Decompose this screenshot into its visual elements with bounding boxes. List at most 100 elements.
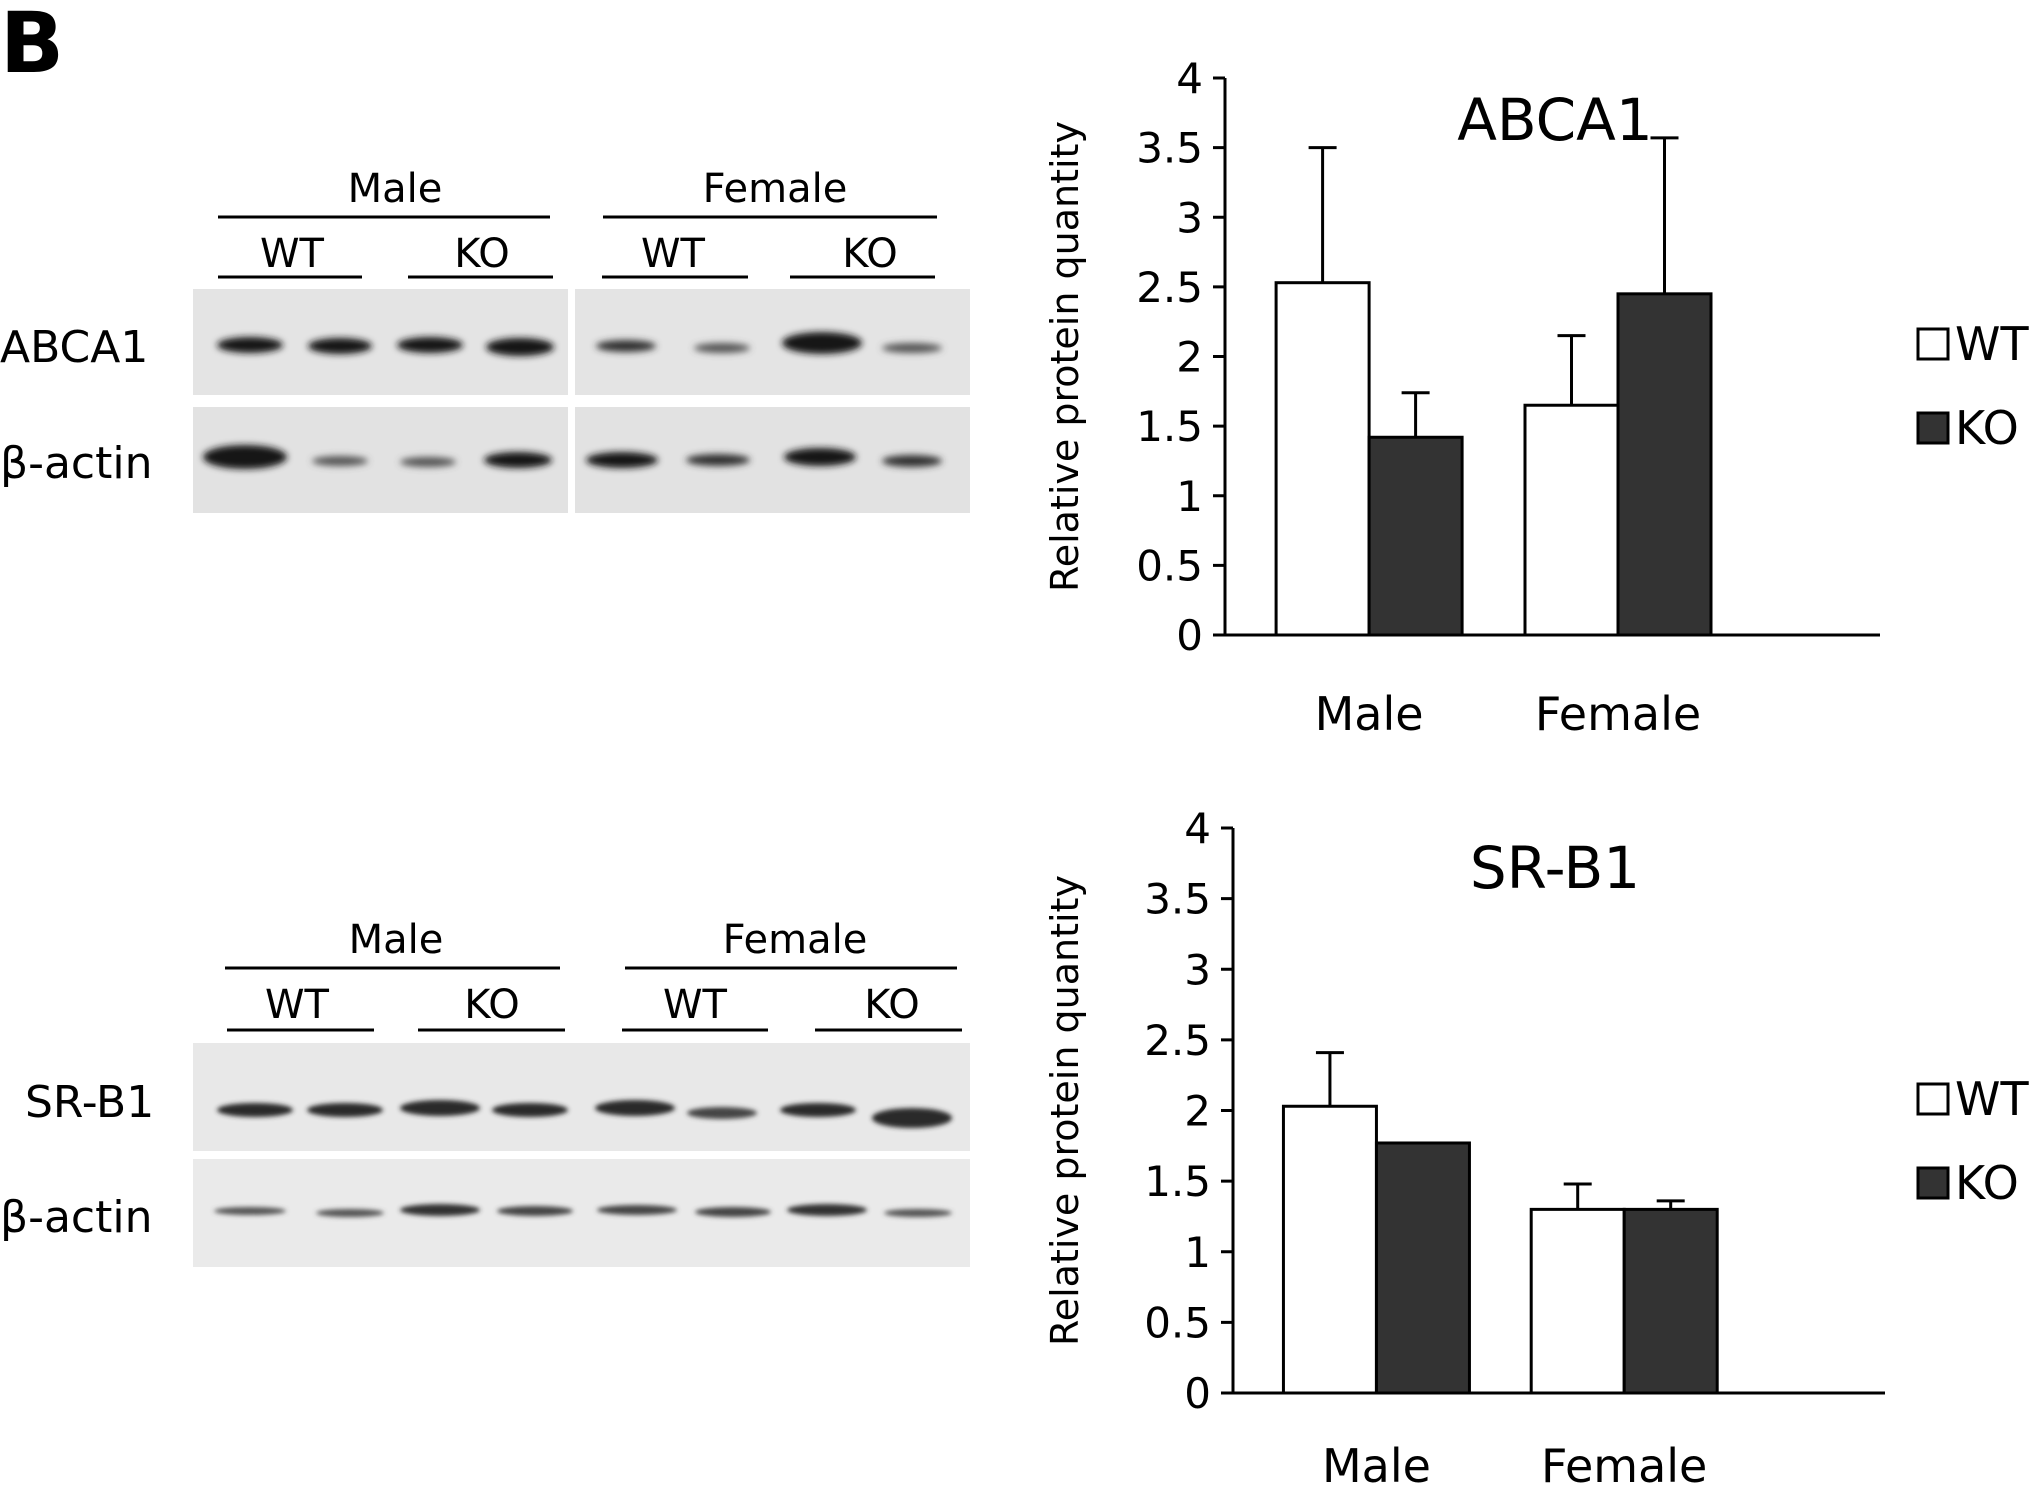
blot2-row-label-srb1: SR-B1 bbox=[25, 1077, 154, 1128]
y-tick-label: 1 bbox=[1184, 1228, 1211, 1277]
y-tick-label: 3.5 bbox=[1136, 124, 1203, 173]
band bbox=[214, 1207, 286, 1215]
y-tick-label: 2 bbox=[1176, 333, 1203, 382]
blot1-group-female: Female bbox=[703, 166, 848, 212]
blot1-abca1-bands bbox=[217, 332, 942, 356]
blot-abca1: Male Female WT KO WT KO ABCA1 β-actin bbox=[0, 166, 970, 513]
band bbox=[784, 448, 856, 466]
x-category-label: Female bbox=[1541, 1439, 1707, 1489]
y-tick-label: 4 bbox=[1176, 54, 1203, 103]
y-tick-label: 3 bbox=[1184, 945, 1211, 994]
y-tick-label: 2.5 bbox=[1136, 263, 1203, 312]
chart-title: SR-B1 bbox=[1470, 834, 1640, 902]
legend-swatch-ko bbox=[1916, 1166, 1950, 1200]
bar-wt-male bbox=[1274, 281, 1371, 637]
chart-abca1: ABCA1 Relative protein quantity 0 0.5 1 1.5 2 2… bbox=[1043, 54, 2029, 741]
band bbox=[397, 337, 463, 353]
bar-wt-male bbox=[1281, 1104, 1378, 1395]
blot2-genotype-female-wt: WT bbox=[663, 982, 728, 1028]
blot1-genotype-male-ko: KO bbox=[454, 231, 510, 277]
band bbox=[686, 454, 750, 466]
legend-swatch-ko bbox=[1916, 411, 1950, 445]
band bbox=[884, 1209, 952, 1217]
band bbox=[782, 332, 862, 354]
y-tick-label: 2 bbox=[1184, 1087, 1211, 1136]
y-tick-label: 3.5 bbox=[1144, 875, 1211, 924]
y-tick-label: 0 bbox=[1184, 1369, 1211, 1418]
x-category-label: Male bbox=[1322, 1439, 1431, 1489]
y-tick-label: 0 bbox=[1176, 611, 1203, 660]
blot2-group-male: Male bbox=[349, 917, 444, 963]
y-tick-label: 3 bbox=[1176, 193, 1203, 242]
blot2-srb1-bands bbox=[217, 1100, 952, 1128]
y-tick-label: 4 bbox=[1184, 804, 1211, 853]
y-tick-label: 1 bbox=[1176, 472, 1203, 521]
y-axis-label: Relative protein quantity bbox=[1043, 121, 1087, 592]
legend-label-ko: KO bbox=[1955, 401, 2019, 455]
band bbox=[497, 1206, 573, 1216]
y-tick-label: 0.5 bbox=[1144, 1298, 1211, 1347]
legend-swatch-wt bbox=[1916, 327, 1950, 361]
band bbox=[203, 445, 287, 469]
band bbox=[882, 455, 942, 467]
panel-label: B bbox=[0, 0, 64, 92]
blot2-genotype-male-ko: KO bbox=[464, 982, 520, 1028]
chart-srb1: SR-B1 Relative protein quantity 0 0.5 1 1.5 2 2… bbox=[1043, 804, 2029, 1489]
band bbox=[316, 1209, 384, 1217]
y-tick-label: 2.5 bbox=[1144, 1016, 1211, 1065]
blot1-genotype-male-wt: WT bbox=[260, 231, 325, 277]
band bbox=[400, 1100, 480, 1116]
y-tick-label: 1.5 bbox=[1136, 402, 1203, 451]
legend-label-wt: WT bbox=[1955, 317, 2029, 371]
band bbox=[400, 457, 456, 467]
blot1-row-label-abca1: ABCA1 bbox=[0, 322, 148, 373]
x-category-label: Male bbox=[1315, 687, 1424, 741]
blot2-genotype-female-ko: KO bbox=[864, 982, 920, 1028]
band bbox=[307, 1103, 383, 1117]
band bbox=[687, 1107, 757, 1119]
bar-ko-male bbox=[1367, 435, 1464, 637]
blot1-actin-bands bbox=[203, 445, 942, 469]
legend-label-ko: KO bbox=[1955, 1156, 2019, 1210]
band bbox=[694, 343, 750, 353]
band bbox=[312, 456, 368, 466]
band bbox=[308, 338, 372, 354]
blot1-genotype-female-wt: WT bbox=[641, 231, 706, 277]
legend-swatch-wt bbox=[1916, 1082, 1950, 1116]
bar-ko-male bbox=[1374, 1141, 1471, 1395]
blot2-genotype-male-wt: WT bbox=[265, 982, 330, 1028]
blot-srb1: Male Female WT KO WT KO SR-B1 β-actin bbox=[0, 917, 970, 1267]
band bbox=[400, 1204, 480, 1216]
y-axis-label: Relative protein quantity bbox=[1043, 875, 1087, 1346]
blot2-actin-bands bbox=[214, 1204, 952, 1217]
bar-wt-female bbox=[1529, 1207, 1626, 1395]
y-tick-label: 1.5 bbox=[1144, 1157, 1211, 1206]
bar-ko-female bbox=[1622, 1207, 1719, 1395]
band bbox=[695, 1207, 771, 1217]
band bbox=[486, 338, 554, 356]
blot2-group-female: Female bbox=[723, 917, 868, 963]
band bbox=[595, 1100, 675, 1116]
bar-wt-female bbox=[1523, 403, 1620, 637]
band bbox=[780, 1103, 856, 1117]
chart-title: ABCA1 bbox=[1457, 86, 1653, 154]
band bbox=[596, 340, 656, 352]
band bbox=[882, 343, 942, 353]
blot1-group-male: Male bbox=[348, 166, 443, 212]
band bbox=[872, 1108, 952, 1128]
legend-label-wt: WT bbox=[1955, 1072, 2029, 1126]
band bbox=[787, 1204, 867, 1216]
band bbox=[586, 452, 658, 468]
band bbox=[597, 1205, 677, 1215]
blot1-row-label-actin: β-actin bbox=[0, 438, 152, 489]
blot1-genotype-female-ko: KO bbox=[842, 231, 898, 277]
y-tick-label: 0.5 bbox=[1136, 541, 1203, 590]
bar-ko-female bbox=[1616, 292, 1713, 637]
band bbox=[217, 1103, 293, 1117]
blot2-row-label-actin: β-actin bbox=[0, 1192, 152, 1243]
blot2-membrane-top bbox=[193, 1043, 970, 1151]
x-category-label: Female bbox=[1535, 687, 1701, 741]
band bbox=[484, 452, 552, 468]
band bbox=[492, 1103, 568, 1117]
